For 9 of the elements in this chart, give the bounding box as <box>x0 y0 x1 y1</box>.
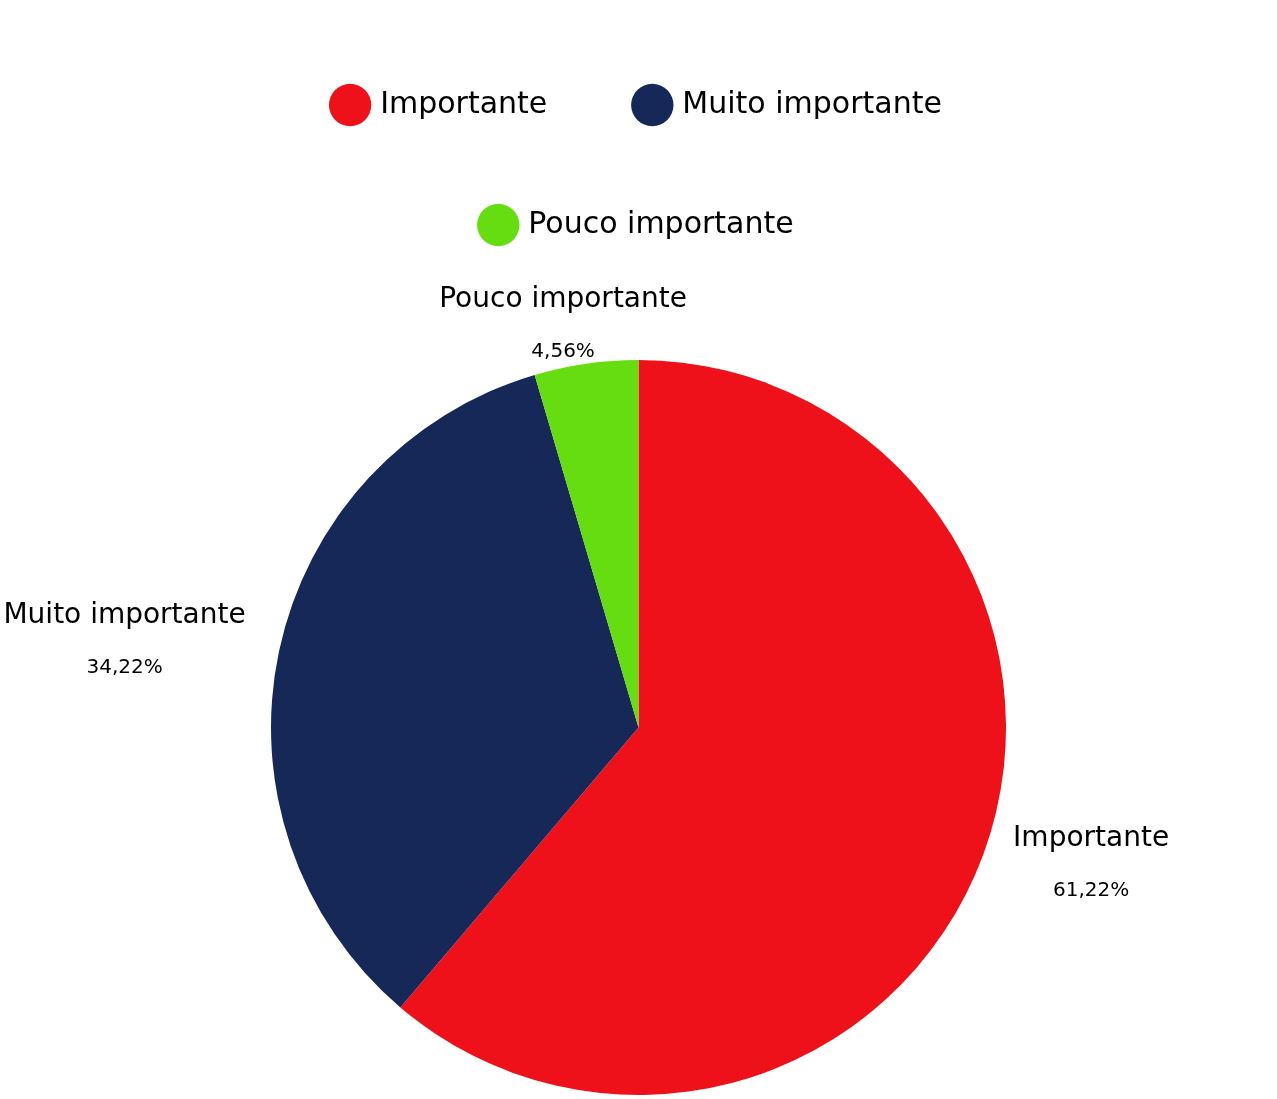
data-label: 61,22% <box>1052 877 1130 902</box>
legend-label: Pouco importante <box>528 204 794 240</box>
slice-label: Importante <box>1013 820 1170 854</box>
slice-label: Pouco importante <box>439 280 687 314</box>
data-label: 4,56% <box>531 337 595 362</box>
slice-label: Muito importante <box>3 596 246 630</box>
legend-label: Muito importante <box>682 84 942 120</box>
data-label: 34,22% <box>86 653 163 678</box>
legend-label: Importante <box>380 84 548 120</box>
